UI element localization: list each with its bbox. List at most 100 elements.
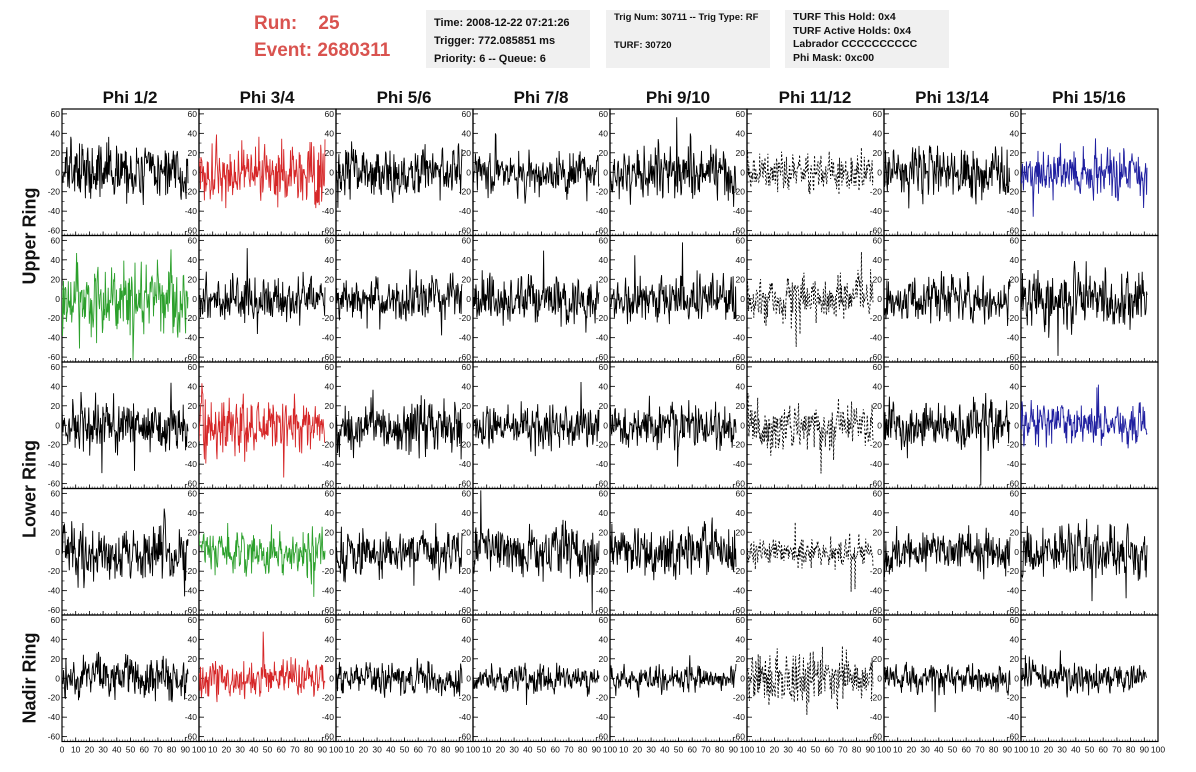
y-tick-label: 20 [599, 401, 609, 411]
waveform-panel: -60 -40 -20 0 20 40 60 [596, 487, 748, 616]
y-tick-label: -40 [870, 712, 883, 722]
y-tick-label: -60 [1007, 226, 1020, 236]
y-tick-label: 0 [603, 547, 608, 557]
x-tick-label: 100 [740, 745, 754, 755]
x-tick-label: 70 [564, 745, 574, 755]
y-tick-label: -60 [733, 352, 746, 362]
y-tick-label: -60 [322, 605, 335, 615]
y-tick-label: 0 [740, 294, 745, 304]
column-header: Phi 1/2 [102, 88, 158, 107]
y-tick-label: -60 [870, 352, 883, 362]
y-tick-label: -40 [48, 206, 61, 216]
y-tick-label: 40 [325, 634, 335, 644]
y-tick-label: -60 [322, 352, 335, 362]
run-event-header: Run: 25 Event: 2680311 [254, 10, 390, 64]
y-tick-label: 40 [873, 128, 883, 138]
y-tick-label: 0 [329, 420, 334, 430]
y-tick-label: 0 [466, 547, 471, 557]
y-tick-label: 40 [188, 128, 198, 138]
turf-text: TURF: 30720 [614, 40, 672, 51]
x-tick-label: 90 [592, 745, 602, 755]
y-tick-label: 60 [462, 615, 472, 625]
y-tick-label: 60 [873, 109, 883, 119]
y-tick-label: -60 [459, 352, 472, 362]
y-tick-label: 60 [873, 362, 883, 372]
y-tick-label: -20 [185, 440, 198, 450]
y-tick-label: 40 [188, 381, 198, 391]
y-tick-label: 60 [188, 488, 198, 498]
waveform-line [62, 136, 189, 206]
y-tick-label: -20 [733, 187, 746, 197]
labrador-text: Labrador CCCCCCCCCC [793, 38, 918, 50]
y-tick-label: -40 [322, 333, 335, 343]
y-tick-label: 40 [462, 634, 472, 644]
y-tick-label: -20 [48, 313, 61, 323]
y-tick-label: -20 [48, 440, 61, 450]
waveform-panel: -60 -40 -20 0 20 40 60 [48, 108, 200, 237]
x-tick-label: 90 [181, 745, 191, 755]
y-tick-label: 40 [599, 255, 609, 265]
x-tick-label: 30 [235, 745, 245, 755]
y-tick-label: 0 [192, 547, 197, 557]
waveform-line [884, 525, 1011, 580]
column-header: Phi 13/14 [915, 88, 989, 107]
y-tick-label: 0 [603, 167, 608, 177]
y-tick-label: -40 [322, 712, 335, 722]
x-tick-label: 90 [729, 745, 739, 755]
y-tick-label: 60 [736, 362, 746, 372]
y-tick-label: -60 [870, 605, 883, 615]
y-tick-label: -60 [48, 352, 61, 362]
event-value: 2680311 [317, 40, 391, 61]
y-tick-label: 60 [188, 615, 198, 625]
x-tick-label: 40 [523, 745, 533, 755]
waveform-panel: -60 -40 -20 0 20 40 60 [596, 361, 748, 490]
y-tick-label: 0 [877, 420, 882, 430]
y-tick-label: -60 [459, 732, 472, 742]
priority-text: Priority: 6 -- Queue: 6 [434, 53, 546, 65]
y-tick-label: 0 [466, 673, 471, 683]
waveform-panel: -60 -40 -20 0 20 40 60 [596, 108, 748, 237]
x-tick-label: 30 [372, 745, 382, 755]
y-tick-label: 0 [877, 673, 882, 683]
x-tick-label: 20 [1044, 745, 1054, 755]
waveform-panel: -60 -40 -20 0 20 40 60 [48, 487, 200, 616]
y-tick-label: 60 [188, 235, 198, 245]
y-tick-label: 40 [873, 381, 883, 391]
y-tick-label: 0 [192, 420, 197, 430]
y-tick-label: 40 [599, 634, 609, 644]
y-tick-label: 0 [603, 294, 608, 304]
y-tick-label: 0 [1014, 420, 1019, 430]
waveform-panel: -60 -40 -20 0 20 40 60 [733, 361, 885, 490]
y-tick-label: -40 [459, 333, 472, 343]
y-tick-label: -20 [596, 187, 609, 197]
y-tick-label: -60 [322, 226, 335, 236]
y-tick-label: 20 [873, 527, 883, 537]
waveform-line [62, 508, 189, 597]
x-tick-label: 60 [1098, 745, 1108, 755]
x-tick-label: 70 [701, 745, 711, 755]
y-tick-label: 40 [599, 381, 609, 391]
waveform-panel: -60 -40 -20 0 20 40 60 [459, 361, 611, 490]
x-tick-label: 10 [756, 745, 766, 755]
y-tick-label: 40 [736, 381, 746, 391]
waveform-panel: -60 -40 -20 0 20 40 60 [459, 234, 611, 363]
y-tick-label: 20 [1010, 274, 1020, 284]
x-tick-label: 100 [466, 745, 480, 755]
y-tick-label: 0 [55, 547, 60, 557]
x-tick-label: 10 [1030, 745, 1040, 755]
y-tick-label: 0 [877, 294, 882, 304]
waveform-panel: -60 -40 -20 0 20 40 60 [48, 234, 200, 363]
y-tick-label: -60 [459, 605, 472, 615]
y-tick-label: -20 [185, 693, 198, 703]
waveform-panel: -60 -40 -20 0 20 40 60 [870, 361, 1022, 490]
waveform-line [199, 383, 326, 478]
y-tick-label: 0 [329, 547, 334, 557]
x-tick-label: 40 [797, 745, 807, 755]
waveform-panel: -60 -40 -20 0 20 40 60 [1007, 108, 1159, 237]
y-tick-label: 0 [329, 167, 334, 177]
waveform-panel: -60 -40 -20 0 20 40 60 [185, 361, 337, 490]
